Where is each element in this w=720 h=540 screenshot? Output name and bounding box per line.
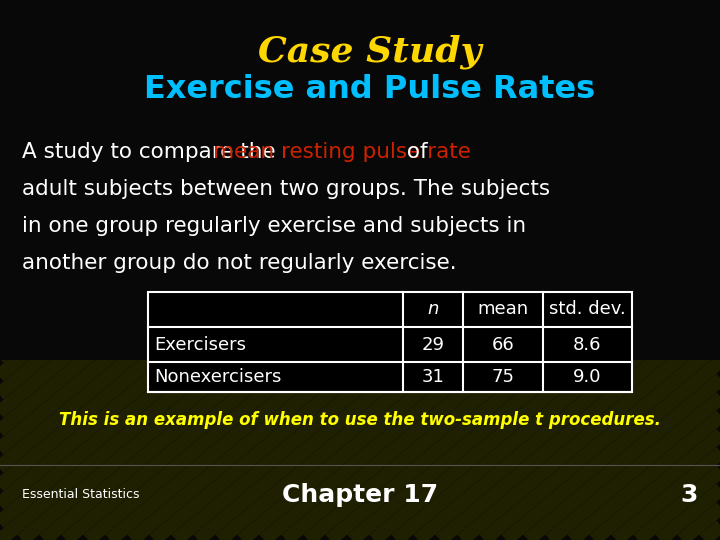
Bar [0,0,720,325]
Text: 9.0: 9.0 [573,368,602,386]
Text: 8.6: 8.6 [573,335,602,354]
Text: n: n [427,300,438,319]
Bar [148,292,632,392]
Text: A study to compare the: A study to compare the [22,142,282,162]
Text: 3: 3 [680,483,698,507]
Text: mean resting pulse rate: mean resting pulse rate [213,142,471,162]
Text: std. dev.: std. dev. [549,300,626,319]
Text: Exercise and Pulse Rates: Exercise and Pulse Rates [145,75,595,105]
Bar [148,292,632,392]
Text: 31: 31 [422,368,444,386]
Bar [0,325,720,360]
Text: 75: 75 [492,368,515,386]
Text: Essential Statistics: Essential Statistics [22,489,140,502]
Text: Exercisers: Exercisers [154,335,246,354]
Text: mean: mean [477,300,528,319]
Text: 66: 66 [492,335,514,354]
Text: adult subjects between two groups. The subjects: adult subjects between two groups. The s… [22,179,550,199]
Text: Case Study: Case Study [258,35,482,69]
Text: Chapter 17: Chapter 17 [282,483,438,507]
Text: in one group regularly exercise and subjects in: in one group regularly exercise and subj… [22,216,526,236]
Text: another group do not regularly exercise.: another group do not regularly exercise. [22,253,456,273]
Text: of: of [400,142,428,162]
Text: Nonexercisers: Nonexercisers [154,368,282,386]
Text: 29: 29 [421,335,444,354]
Text: This is an example of when to use the two-sample t procedures.: This is an example of when to use the tw… [59,411,661,429]
